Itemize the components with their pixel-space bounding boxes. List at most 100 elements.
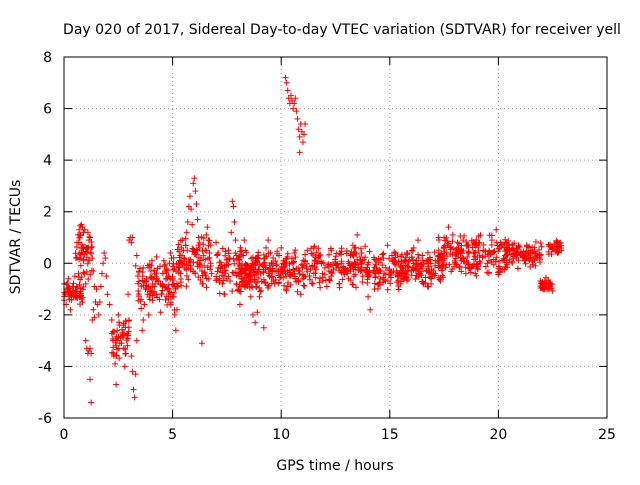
data-point: [112, 360, 119, 367]
data-point: [522, 260, 529, 267]
data-point: [302, 251, 309, 258]
data-point: [182, 235, 189, 242]
data-point: [292, 95, 299, 102]
data-point: [494, 242, 501, 249]
data-point: [203, 275, 210, 282]
data-point: [414, 265, 421, 272]
data-point: [366, 248, 373, 255]
data-point: [218, 262, 225, 269]
data-point: [82, 337, 89, 344]
data-point: [87, 249, 94, 256]
data-point: [145, 283, 152, 290]
data-point: [310, 270, 317, 277]
data-point: [91, 314, 98, 321]
data-point: [371, 286, 378, 293]
data-point: [89, 243, 96, 250]
data-point: [252, 283, 259, 290]
data-point: [398, 271, 405, 278]
data-point: [186, 258, 193, 265]
data-point: [116, 322, 123, 329]
data-point: [515, 243, 522, 250]
data-point: [308, 280, 315, 287]
data-point: [300, 282, 307, 289]
data-point: [509, 245, 516, 252]
data-point: [357, 245, 364, 252]
data-point: [190, 259, 197, 266]
data-point: [338, 258, 345, 265]
data-point: [282, 270, 289, 277]
data-point: [114, 346, 121, 353]
data-point: [239, 268, 246, 275]
data-point: [255, 249, 262, 256]
axis-ticks: 0 5 10 15 20 25 -6 -4 -2 0 2 4 6 8: [38, 50, 616, 443]
data-point: [490, 248, 497, 255]
data-point: [380, 274, 387, 281]
data-point: [177, 259, 184, 266]
data-point: [316, 275, 323, 282]
data-point: [168, 289, 175, 296]
data-point: [435, 252, 442, 259]
data-point: [96, 298, 103, 305]
data-point: [216, 290, 223, 297]
data-point: [246, 267, 253, 274]
data-point: [437, 277, 444, 284]
data-point: [177, 279, 184, 286]
data-point: [122, 350, 129, 357]
data-point: [62, 291, 69, 298]
data-point: [78, 296, 85, 303]
data-point: [229, 198, 236, 205]
data-point: [373, 265, 380, 272]
data-point: [493, 254, 500, 261]
data-point: [397, 280, 404, 287]
y-tick-label: -2: [38, 308, 52, 324]
x-tick-label: 10: [272, 427, 290, 443]
data-point: [415, 255, 422, 261]
data-point: [269, 265, 276, 272]
data-point: [488, 259, 495, 266]
data-point: [240, 279, 247, 286]
data-point: [235, 286, 242, 293]
data-point: [153, 253, 160, 260]
data-point: [464, 242, 471, 249]
data-point: [456, 264, 463, 271]
data-point: [328, 273, 335, 280]
data-point: [113, 333, 120, 340]
data-point: [203, 231, 210, 238]
data-point: [77, 285, 84, 292]
data-point: [198, 340, 205, 347]
data-point: [284, 87, 291, 94]
data-point: [316, 279, 323, 286]
data-point: [460, 248, 467, 255]
data-point: [473, 260, 480, 267]
data-point: [532, 262, 539, 269]
grid-lines: [64, 57, 607, 418]
data-point: [139, 277, 146, 284]
data-point: [162, 261, 169, 268]
data-point: [484, 269, 491, 276]
data-point: [499, 266, 506, 273]
data-point: [367, 306, 374, 313]
data-point: [235, 265, 242, 272]
data-point: [236, 257, 243, 264]
data-point: [227, 277, 234, 284]
data-point: [352, 271, 359, 278]
data-point: [273, 261, 280, 268]
data-point: [134, 273, 141, 280]
data-point: [435, 247, 442, 254]
data-point: [428, 280, 435, 287]
data-point: [119, 329, 126, 336]
data-point: [101, 249, 108, 256]
data-point: [118, 340, 125, 347]
data-point: [344, 268, 351, 275]
data-points: [61, 74, 565, 406]
data-point: [366, 272, 373, 279]
data-point: [125, 317, 132, 324]
data-point: [135, 297, 142, 304]
data-point: [387, 274, 394, 281]
data-point: [196, 264, 203, 271]
data-point: [161, 262, 168, 269]
data-point: [238, 283, 245, 290]
data-point: [435, 274, 442, 281]
data-point: [260, 268, 267, 275]
